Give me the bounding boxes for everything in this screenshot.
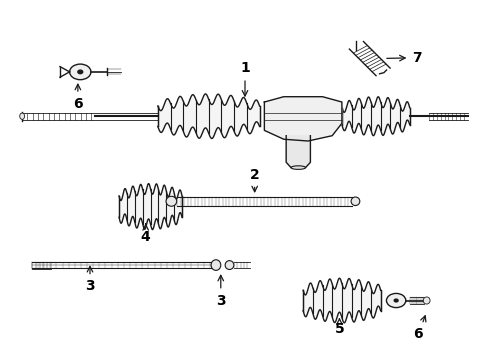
Ellipse shape <box>166 196 177 206</box>
Circle shape <box>70 64 91 80</box>
Text: 4: 4 <box>141 224 150 244</box>
Ellipse shape <box>20 113 25 120</box>
Ellipse shape <box>225 261 234 270</box>
Ellipse shape <box>423 297 430 304</box>
Circle shape <box>78 70 83 74</box>
Text: 6: 6 <box>73 84 83 111</box>
Circle shape <box>394 299 398 302</box>
Ellipse shape <box>291 166 306 169</box>
Ellipse shape <box>351 197 360 206</box>
Circle shape <box>387 293 406 307</box>
Text: 7: 7 <box>387 51 422 65</box>
Polygon shape <box>286 136 310 168</box>
Text: 2: 2 <box>250 168 260 192</box>
Text: 3: 3 <box>216 275 225 307</box>
Ellipse shape <box>211 260 221 270</box>
Text: 1: 1 <box>240 61 250 96</box>
Text: 3: 3 <box>85 266 95 293</box>
Polygon shape <box>265 97 342 141</box>
Text: 5: 5 <box>335 319 344 336</box>
Text: 6: 6 <box>414 316 426 341</box>
